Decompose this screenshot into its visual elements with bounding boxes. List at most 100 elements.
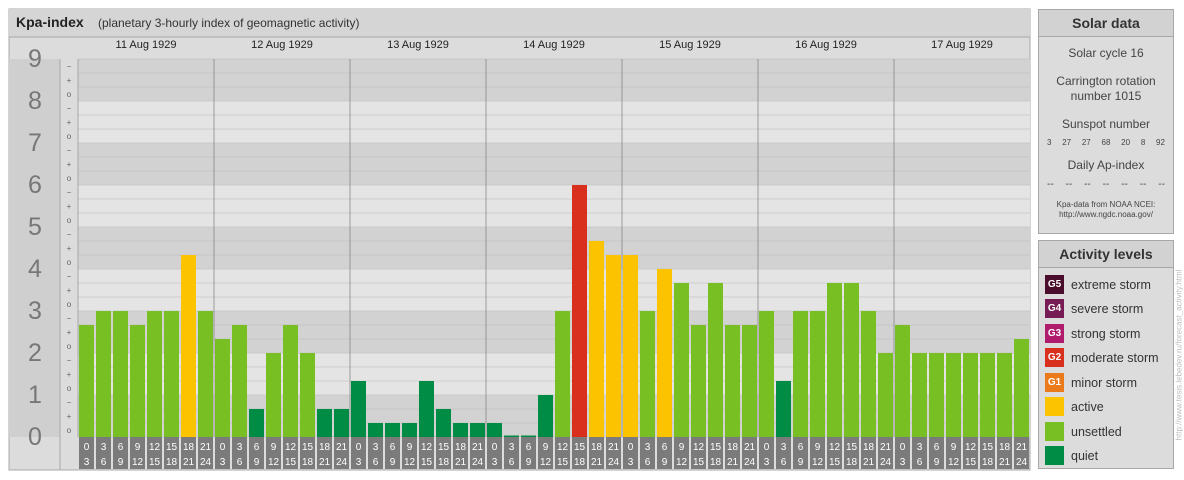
interval-end-label: 3 (492, 457, 498, 468)
interval-start-label: 21 (1016, 442, 1028, 453)
interval-end-label: 15 (965, 457, 977, 468)
interval-cell (912, 437, 927, 469)
y-minor-label: − (67, 356, 72, 365)
interval-end-label: 18 (710, 457, 722, 468)
active-swatch (1045, 397, 1064, 416)
level-unsettled: unsettled (1045, 422, 1122, 441)
interval-cell (419, 437, 434, 469)
data-source-link[interactable]: http://www.ngdc.noaa.gov/ (1059, 210, 1153, 219)
carrington-line-1: Carrington rotation (1056, 74, 1156, 88)
kp-bar (929, 353, 944, 437)
kp-bar (742, 324, 757, 437)
interval-cell (436, 437, 451, 469)
level-label: extreme storm (1071, 277, 1151, 292)
interval-end-label: 9 (662, 457, 668, 468)
solar-cycle: Solar cycle 16 (1068, 46, 1144, 60)
interval-start-label: 12 (149, 442, 161, 453)
interval-end-label: 24 (608, 457, 620, 468)
g1-swatch: G1 (1045, 373, 1064, 392)
level-quiet: quiet (1045, 446, 1098, 465)
interval-cell (861, 437, 876, 469)
interval-end-label: 18 (846, 457, 858, 468)
kp-bar (181, 255, 196, 437)
interval-end-label: 18 (302, 457, 314, 468)
sunspot-value: 27 (1081, 138, 1091, 147)
interval-end-label: 3 (220, 457, 226, 468)
kp-bar (147, 311, 162, 437)
interval-end-label: 12 (540, 457, 552, 468)
kp-bar (453, 423, 468, 437)
interval-end-label: 18 (438, 457, 450, 468)
kp-bar (827, 282, 842, 437)
interval-cell (793, 437, 808, 469)
interval-start-label: 21 (744, 442, 756, 453)
y-minor-label: + (67, 328, 72, 337)
kp-bar (521, 435, 536, 437)
kp-bar (368, 423, 383, 437)
interval-end-label: 18 (166, 457, 178, 468)
kp-bar (351, 381, 366, 437)
interval-end-label: 12 (676, 457, 688, 468)
interval-end-label: 24 (472, 457, 484, 468)
interval-end-label: 3 (84, 457, 90, 468)
level-moderate-storm: G2 moderate storm (1045, 348, 1159, 367)
kp-bar (113, 311, 128, 437)
kp-bar (538, 395, 553, 437)
day-label: 14 Aug 1929 (523, 39, 585, 51)
interval-cell (827, 437, 842, 469)
y-minor-label: − (67, 272, 72, 281)
day-label: 15 Aug 1929 (659, 39, 721, 51)
interval-cell (810, 437, 825, 469)
interval-end-label: 24 (880, 457, 892, 468)
interval-end-label: 21 (999, 457, 1011, 468)
interval-start-label: 12 (693, 442, 705, 453)
interval-end-label: 18 (982, 457, 994, 468)
interval-cell (572, 437, 587, 469)
kp-band (78, 101, 1030, 143)
sunspot-value: 68 (1101, 138, 1111, 147)
interval-end-label: 9 (934, 457, 940, 468)
interval-start-label: 12 (557, 442, 569, 453)
kp-bar (198, 311, 213, 437)
y-tick-label: 8 (28, 87, 42, 115)
ap-value: -- (1065, 179, 1073, 190)
interval-start-label: 15 (574, 442, 586, 453)
level-minor-storm: G1 minor storm (1045, 373, 1137, 392)
kp-band (78, 143, 1030, 185)
day-labels: 11 Aug 1929 12 Aug 1929 13 Aug 1929 14 Aug … (116, 39, 993, 51)
day-label: 16 Aug 1929 (795, 39, 857, 51)
carrington-line-2: number 1015 (1070, 89, 1142, 103)
kp-bar (334, 408, 349, 437)
interval-labels: 0336699121215151818212124033669912121515… (79, 437, 1029, 469)
interval-end-label: 9 (390, 457, 396, 468)
kp-bar (419, 381, 434, 437)
y-axis-labels: 0 1 2 3 4 5 6 7 8 9 (28, 45, 42, 451)
kp-bar (79, 324, 94, 437)
y-minor-label: o (67, 174, 72, 183)
kp-bar (759, 311, 774, 437)
interval-cell (844, 437, 859, 469)
y-tick-label: 3 (28, 297, 42, 325)
interval-end-label: 12 (948, 457, 960, 468)
interval-end-label: 6 (373, 457, 379, 468)
kp-bar (1014, 339, 1029, 437)
kp-bar (623, 255, 638, 437)
y-tick-label: 5 (28, 213, 42, 241)
interval-start-label: 0 (356, 442, 362, 453)
interval-cell (725, 437, 740, 469)
ap-values: -- -- -- -- -- -- -- (1039, 179, 1173, 190)
interval-cell (334, 437, 349, 469)
sunspot-values: 3 27 27 68 20 8 92 (1039, 138, 1173, 147)
interval-end-label: 21 (863, 457, 875, 468)
interval-cell (198, 437, 213, 469)
kp-bar (810, 311, 825, 437)
interval-end-label: 15 (421, 457, 433, 468)
ap-value: -- (1139, 179, 1147, 190)
g4-swatch: G4 (1045, 299, 1064, 318)
interval-end-label: 24 (200, 457, 212, 468)
interval-end-label: 12 (132, 457, 144, 468)
interval-start-label: 21 (200, 442, 212, 453)
interval-end-label: 15 (285, 457, 297, 468)
interval-end-label: 6 (781, 457, 787, 468)
kp-bar (555, 311, 570, 437)
